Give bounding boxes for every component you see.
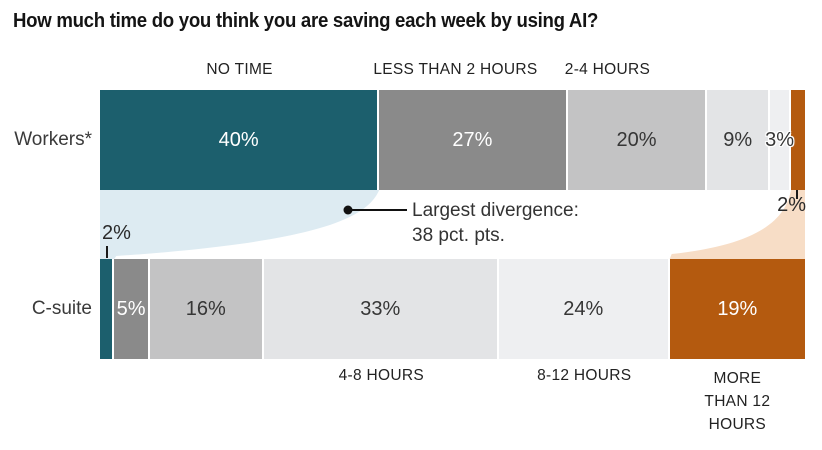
chart-title: How much time do you think you are savin… — [13, 10, 599, 32]
bar-workers: 40% 27% 20% 9% 3% — [100, 90, 805, 190]
category-label-1: LESS THAN 2 HOURS — [373, 61, 538, 78]
bar-segment-3: 9% — [707, 90, 769, 190]
csuite-no-time-value-label: 2% — [102, 222, 131, 244]
bar-segment-5: 19% — [669, 259, 805, 359]
tick-workers-more-than-12 — [796, 190, 798, 199]
category-label-2: 2-4 HOURS — [564, 61, 651, 78]
segment-value-label: 33% — [360, 297, 401, 320]
category-label-3: 4-8 HOURS — [338, 367, 424, 384]
segment-value-label: 27% — [452, 128, 493, 151]
segment-value-label: 20% — [616, 128, 657, 151]
tick-csuite-no-time — [106, 246, 108, 258]
segment-value-label: 9% — [723, 128, 753, 151]
segment-value-label: 3% — [765, 128, 795, 151]
bar-segment-1: 5% — [114, 259, 148, 359]
row-label-csuite: C-suite — [31, 298, 92, 319]
segment-value-label: 5% — [116, 297, 146, 320]
segment-value-label: 24% — [563, 297, 604, 320]
bar-segment-4: 3% — [765, 90, 794, 190]
bar-segment-1: 27% — [379, 90, 566, 190]
bar-segment-0: 40% — [100, 90, 378, 190]
bar-segment-4: 24% — [498, 259, 668, 359]
category-label-0: NO TIME — [206, 61, 273, 78]
divergence-annotation-line2: 38 pct. pts. — [412, 225, 505, 246]
segment-value-label: 19% — [717, 297, 758, 320]
flow-left-shape — [100, 190, 380, 259]
annotation-dot — [343, 205, 353, 215]
category-label-4: 8-12 HOURS — [537, 367, 632, 384]
segment-value-label: 40% — [218, 128, 259, 151]
category-label-5: MORE THAN 12 HOURS — [704, 370, 771, 433]
bar-segment-2: 20% — [567, 90, 706, 190]
bar-segment-3: 33% — [263, 259, 497, 359]
bar-segment-0 — [100, 259, 113, 359]
segment-value-label: 16% — [185, 297, 226, 320]
bar-csuite: 5% 16% 33% 24% 19% — [100, 259, 805, 359]
divergence-annotation-line1: Largest divergence: — [412, 200, 579, 221]
bar-segment-2: 16% — [149, 259, 262, 359]
workers-more-than-12-value-label: 2% — [777, 194, 806, 216]
row-label-workers: Workers* — [14, 129, 92, 150]
divergence-annotation: Largest divergence: 38 pct. pts. — [412, 198, 579, 248]
bar-segment-5 — [791, 90, 805, 190]
